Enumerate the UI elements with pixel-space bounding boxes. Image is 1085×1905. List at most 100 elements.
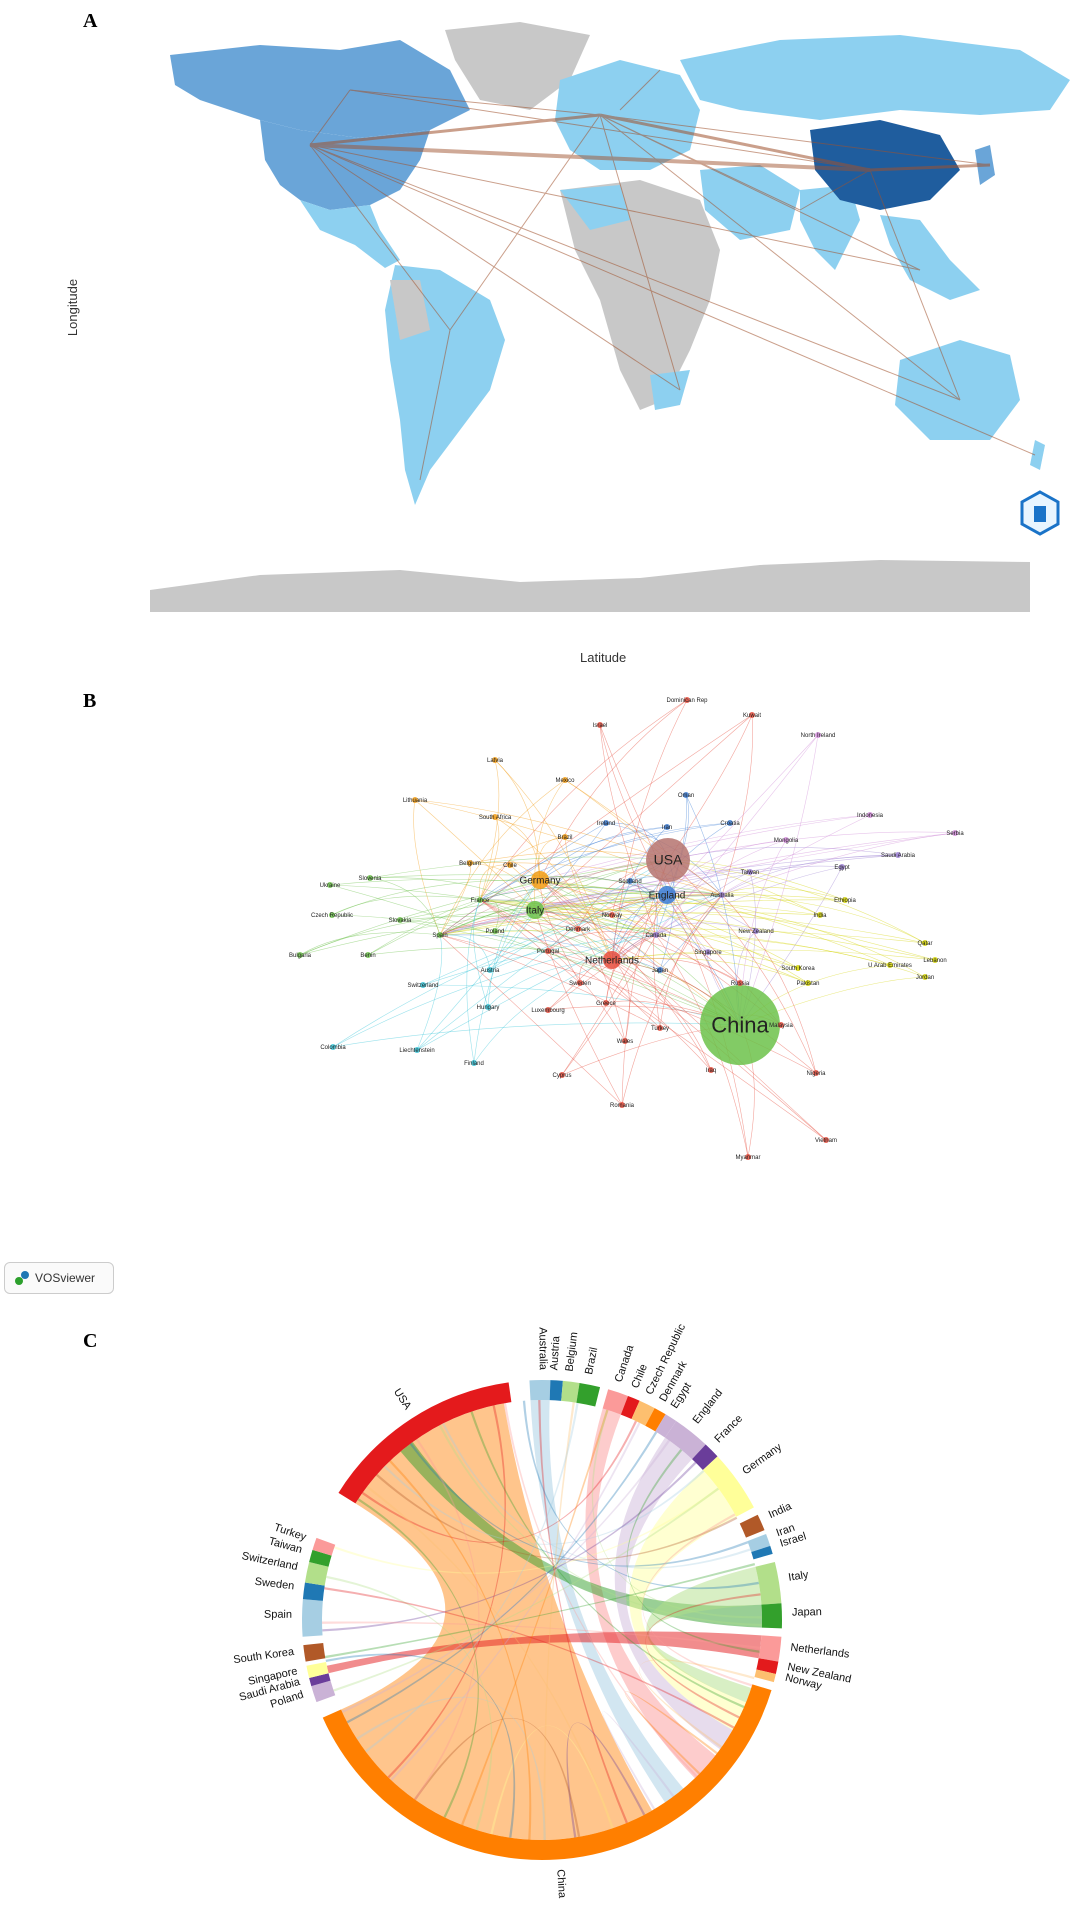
network-node-label: Liechtenstein bbox=[399, 1048, 434, 1054]
network-edge bbox=[539, 875, 668, 896]
network-edge bbox=[439, 854, 899, 936]
chord-arc bbox=[576, 1382, 601, 1407]
network-node-label: Hungary bbox=[477, 1005, 500, 1011]
map-middle-east bbox=[700, 165, 800, 240]
network-edge bbox=[439, 859, 669, 936]
chord-arc bbox=[322, 1684, 772, 1860]
network-node-label: New Zealand bbox=[738, 929, 773, 935]
network-node-label: India bbox=[813, 913, 827, 919]
network-node bbox=[839, 864, 845, 870]
network-edge bbox=[329, 884, 657, 936]
network-edge bbox=[329, 884, 741, 1026]
network-node bbox=[467, 860, 473, 866]
chord-label: England bbox=[691, 1387, 726, 1426]
chord-arc bbox=[303, 1642, 326, 1662]
network-edge bbox=[739, 734, 819, 1026]
network-edge bbox=[473, 879, 541, 1064]
network-edge bbox=[721, 854, 899, 896]
network-node-label: North Ireland bbox=[801, 733, 836, 739]
network-node-label: Bulgaria bbox=[289, 953, 312, 959]
network-edge bbox=[621, 859, 669, 1106]
chord-ribbon bbox=[629, 1469, 746, 1730]
network-node-label: Taiwan bbox=[741, 870, 760, 876]
network-edge bbox=[479, 899, 657, 936]
network-edge bbox=[611, 699, 688, 961]
network-edge bbox=[561, 894, 668, 1076]
network-node-label: Switzerland bbox=[407, 983, 438, 989]
network-node bbox=[485, 1004, 491, 1010]
network-node-label: Portugal bbox=[537, 949, 559, 955]
chord-arc bbox=[655, 1414, 677, 1438]
network-node bbox=[887, 962, 893, 968]
network-node bbox=[603, 820, 609, 826]
network-node bbox=[817, 912, 823, 918]
network-edge bbox=[667, 859, 926, 944]
network-edge bbox=[721, 894, 817, 1074]
network-node-label: Lithuania bbox=[403, 798, 428, 804]
network-node-label: China bbox=[711, 1012, 769, 1037]
network-node-label: Vietnam bbox=[815, 1138, 837, 1144]
network-node-label: Russia bbox=[731, 981, 750, 987]
chord-label: Italy bbox=[788, 1569, 810, 1584]
network-node-label: Belgium bbox=[459, 861, 481, 867]
network-edge bbox=[539, 822, 731, 881]
network-node-label: Spain bbox=[432, 933, 447, 939]
chord-ribbons bbox=[322, 1400, 762, 1840]
chord-label: Switzerland bbox=[241, 1550, 299, 1573]
network-node-label: Latvia bbox=[487, 758, 504, 764]
network-nodes: USA China Germany Italy England Netherlands Au… bbox=[289, 697, 964, 1161]
map-new-zealand bbox=[1030, 440, 1045, 470]
network-edge bbox=[416, 894, 723, 1051]
network-node bbox=[619, 1102, 625, 1108]
chord-ribbon bbox=[585, 1408, 716, 1779]
network-edge bbox=[577, 894, 723, 930]
network-edge bbox=[564, 779, 723, 896]
network-edge bbox=[367, 899, 481, 956]
network-node-label: Indonesia bbox=[857, 813, 884, 819]
network-node bbox=[737, 980, 743, 986]
chord-arc bbox=[306, 1661, 329, 1679]
chord-arc bbox=[302, 1599, 323, 1637]
chord-label: Belgium bbox=[564, 1331, 581, 1372]
network-node-label: Chile bbox=[503, 863, 517, 869]
network-node-label: Scotland bbox=[618, 879, 641, 885]
map-brazil-gray bbox=[390, 280, 430, 340]
panel-c-letter: C bbox=[83, 1330, 98, 1352]
network-node-label: Cyprus bbox=[552, 1073, 571, 1079]
chord-ribbon bbox=[324, 1563, 756, 1659]
chord-ribbon bbox=[326, 1631, 762, 1674]
network-node bbox=[952, 830, 958, 836]
network-edge bbox=[509, 864, 613, 961]
network-edge bbox=[369, 874, 723, 896]
network-node bbox=[932, 957, 938, 963]
network-edge bbox=[439, 934, 491, 971]
network-node bbox=[705, 949, 711, 955]
network-node bbox=[412, 797, 418, 803]
network-node bbox=[622, 1038, 628, 1044]
network-node bbox=[492, 757, 498, 763]
network-node-label: Singapore bbox=[694, 950, 722, 956]
network-edge bbox=[331, 914, 613, 961]
network-node-label: Mongolia bbox=[774, 838, 799, 844]
network-node bbox=[492, 814, 498, 820]
network-edge bbox=[479, 699, 688, 901]
network-node bbox=[609, 912, 615, 918]
network-node-label: Norway bbox=[602, 913, 622, 919]
network-node bbox=[545, 1007, 551, 1013]
network-node bbox=[684, 697, 690, 703]
network-node-label: Pakistan bbox=[796, 981, 819, 987]
network-node bbox=[597, 722, 603, 728]
network-edge bbox=[534, 714, 753, 911]
network-edge bbox=[422, 984, 741, 1026]
network-node bbox=[545, 948, 551, 954]
map-china bbox=[810, 120, 960, 210]
map-greenland bbox=[445, 22, 590, 110]
chord-arc bbox=[309, 1549, 332, 1567]
network-edge bbox=[479, 899, 741, 1026]
network-edge bbox=[666, 734, 819, 896]
chord-label: Austria bbox=[548, 1335, 562, 1371]
network-node-label: Czech Republic bbox=[311, 913, 353, 919]
map-antarctica bbox=[150, 560, 1030, 612]
network-node-label: Wales bbox=[617, 1039, 633, 1045]
network-edge bbox=[659, 894, 723, 1029]
